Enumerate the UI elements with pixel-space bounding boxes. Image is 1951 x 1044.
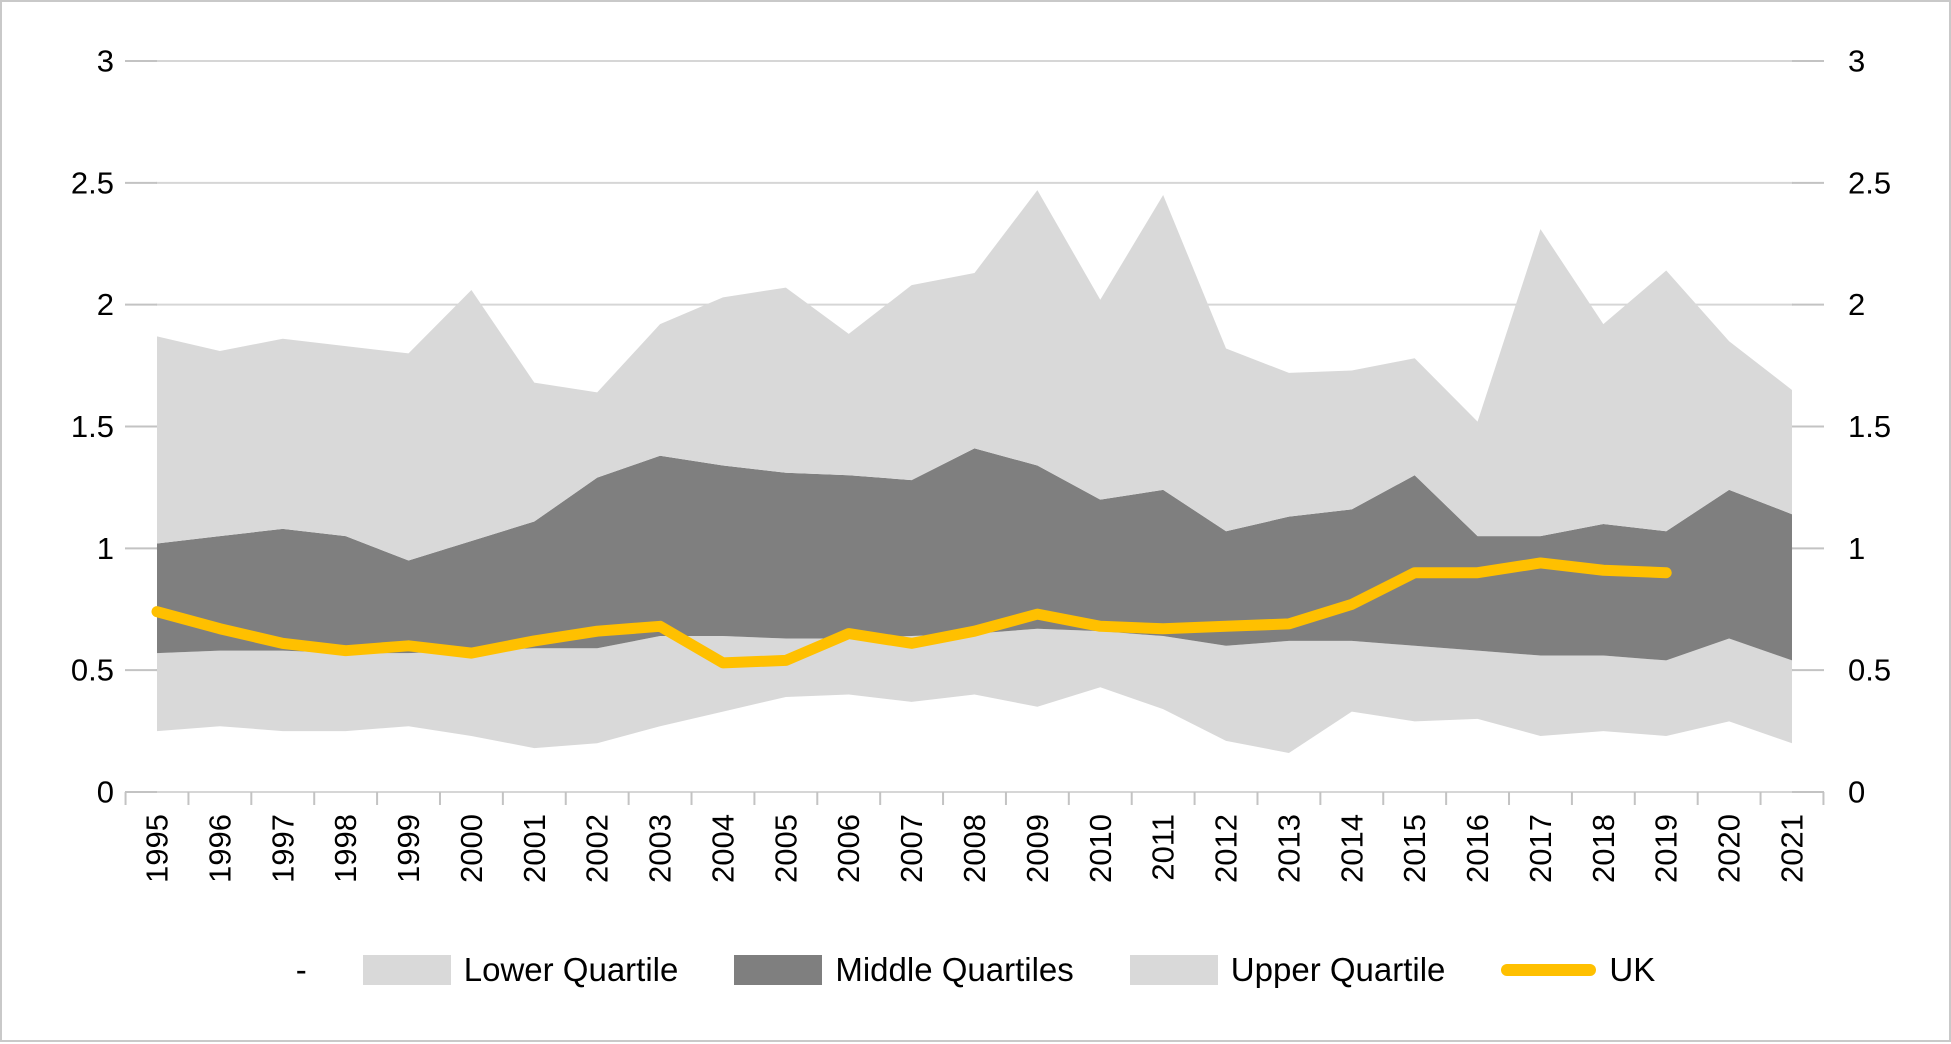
x-label-2001: 2001 bbox=[517, 814, 552, 883]
x-label-2013: 2013 bbox=[1271, 814, 1306, 883]
y-label-right-3: 3 bbox=[1848, 44, 1865, 79]
legend-label-uk: UK bbox=[1609, 951, 1656, 988]
x-label-2011: 2011 bbox=[1146, 814, 1181, 881]
quartile-bands bbox=[157, 190, 1792, 754]
y-label-left-1.5: 1.5 bbox=[71, 409, 114, 444]
y-label-left-0.5: 0.5 bbox=[71, 653, 114, 688]
x-label-2005: 2005 bbox=[768, 814, 803, 883]
y-label-right-0: 0 bbox=[1848, 775, 1865, 810]
lower-quartile-swatch bbox=[362, 955, 451, 985]
x-label-2020: 2020 bbox=[1712, 814, 1747, 883]
chart-legend: - Lower Quartile Middle Quartiles Upper … bbox=[2, 930, 1949, 1010]
legend-item-hidden-base: - bbox=[296, 951, 307, 989]
y-label-left-3: 3 bbox=[97, 44, 114, 79]
legend-label-lower-quartile: Lower Quartile bbox=[463, 951, 679, 988]
x-label-2010: 2010 bbox=[1083, 814, 1118, 883]
y-label-right-1: 1 bbox=[1848, 531, 1865, 566]
y-label-left-0: 0 bbox=[97, 775, 114, 810]
y-label-left-2: 2 bbox=[97, 287, 114, 322]
x-label-2016: 2016 bbox=[1460, 814, 1495, 883]
legend-label-upper-quartile: Upper Quartile bbox=[1230, 951, 1446, 988]
x-label-2018: 2018 bbox=[1586, 814, 1621, 883]
x-label-2008: 2008 bbox=[957, 814, 992, 883]
axis-ticks bbox=[124, 60, 1825, 805]
legend-label-middle-quartiles: Middle Quartiles bbox=[835, 951, 1074, 988]
y-axis-left-labels: 0 0.5 1 1.5 2 2.5 3 bbox=[71, 44, 114, 810]
y-label-left-1: 1 bbox=[97, 531, 114, 566]
y-label-right-2: 2 bbox=[1848, 287, 1865, 322]
x-label-2014: 2014 bbox=[1334, 814, 1369, 883]
x-label-2006: 2006 bbox=[831, 814, 866, 883]
upper-quartile-swatch bbox=[1129, 955, 1218, 985]
legend-label-hidden-base: - bbox=[295, 951, 307, 988]
y-label-left-2.5: 2.5 bbox=[71, 165, 114, 200]
uk-series-line bbox=[151, 557, 1672, 669]
band-lower-quartile bbox=[157, 628, 1792, 754]
x-label-2002: 2002 bbox=[580, 814, 615, 883]
y-label-right-0.5: 0.5 bbox=[1848, 653, 1891, 688]
x-axis-year-labels: 1995 1996 1997 1998 1999 2000 2001 2002 2003 2004… bbox=[140, 814, 1810, 883]
x-label-2021: 2021 bbox=[1775, 814, 1810, 883]
y-axis-right-labels: 0 0.5 1 1.5 2 2.5 3 bbox=[1848, 44, 1891, 810]
x-label-1996: 1996 bbox=[202, 814, 237, 883]
uk-line bbox=[151, 557, 1672, 669]
legend-item-uk: UK bbox=[1501, 951, 1655, 989]
x-label-2000: 2000 bbox=[454, 814, 489, 883]
y-label-right-1.5: 1.5 bbox=[1848, 409, 1891, 444]
x-label-1999: 1999 bbox=[391, 814, 426, 883]
x-label-1995: 1995 bbox=[140, 814, 175, 883]
x-label-2017: 2017 bbox=[1523, 814, 1558, 883]
x-label-2015: 2015 bbox=[1397, 814, 1432, 883]
x-label-2003: 2003 bbox=[643, 814, 678, 883]
legend-item-middle-quartiles: Middle Quartiles bbox=[734, 951, 1074, 989]
x-label-2012: 2012 bbox=[1209, 814, 1244, 883]
legend-item-upper-quartile: Upper Quartile bbox=[1129, 951, 1446, 989]
x-label-2004: 2004 bbox=[705, 814, 740, 883]
uk-line-swatch bbox=[1501, 964, 1597, 976]
legend-item-lower-quartile: Lower Quartile bbox=[362, 951, 679, 989]
band-middle-quartiles bbox=[157, 448, 1792, 661]
y-label-right-2.5: 2.5 bbox=[1848, 165, 1891, 200]
x-label-2007: 2007 bbox=[894, 814, 929, 883]
x-label-1997: 1997 bbox=[265, 814, 300, 883]
middle-quartiles-swatch bbox=[734, 955, 823, 985]
band-upper-quartile bbox=[157, 190, 1792, 561]
x-label-1998: 1998 bbox=[328, 814, 363, 883]
x-label-2009: 2009 bbox=[1020, 814, 1055, 883]
x-label-2019: 2019 bbox=[1649, 814, 1684, 883]
